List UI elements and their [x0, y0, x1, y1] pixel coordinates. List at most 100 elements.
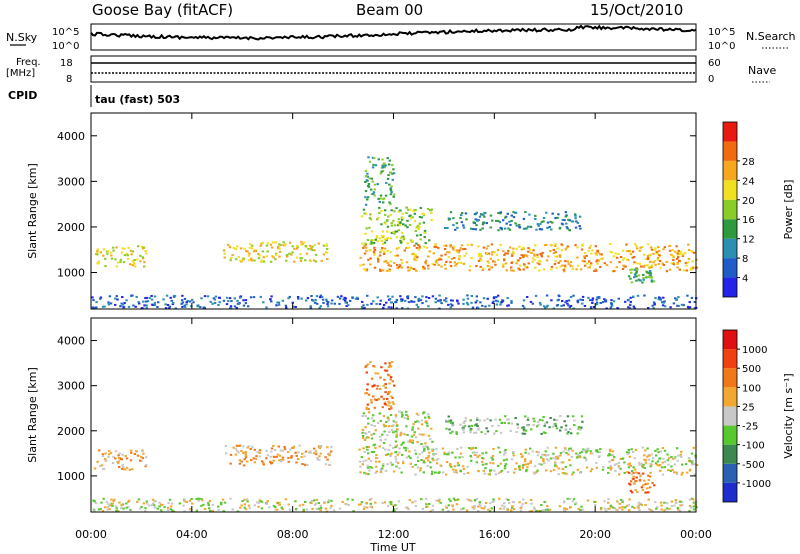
scatter-cell	[402, 223, 405, 226]
scatter-cell	[195, 509, 199, 512]
scatter-cell	[278, 501, 281, 504]
scatter-cell	[416, 420, 419, 423]
scatter-cell	[688, 469, 692, 472]
scatter-cell	[99, 251, 102, 254]
scatter-cell	[484, 305, 487, 308]
colorbar-frame	[722, 121, 738, 298]
scatter-cell	[531, 257, 535, 260]
scatter-cell	[445, 473, 448, 476]
scatter-cell	[112, 249, 115, 252]
scatter-cell	[342, 298, 345, 301]
scatter-cell	[558, 254, 561, 257]
scatter-cell	[538, 418, 542, 421]
scatter-cell	[240, 504, 243, 507]
scatter-cell	[410, 435, 414, 438]
scatter-cell	[246, 250, 249, 253]
scatter-cell	[383, 197, 386, 200]
scatter-cell	[209, 509, 212, 512]
scatter-cell	[485, 451, 488, 454]
scatter-cell	[395, 428, 399, 431]
scatter-cell	[407, 208, 410, 211]
scatter-cell	[506, 508, 509, 511]
scatter-cell	[249, 243, 252, 246]
scatter-cell	[636, 247, 639, 250]
scatter-cell	[407, 246, 411, 249]
scatter-cell	[647, 474, 650, 477]
scatter-cell	[312, 452, 316, 455]
scatter-cell	[364, 437, 368, 440]
scatter-cell	[637, 501, 640, 504]
scatter-cell	[618, 466, 621, 469]
scatter-cell	[386, 157, 389, 160]
scatter-cell	[266, 250, 269, 253]
scatter-cell	[222, 299, 226, 302]
scatter-cell	[426, 424, 429, 427]
scatter-cell	[371, 414, 375, 417]
scatter-cell	[399, 239, 402, 242]
scatter-cell	[575, 268, 578, 271]
scatter-cell	[325, 245, 328, 247]
scatter-cell	[609, 261, 612, 264]
scatter-cell	[121, 453, 124, 456]
scatter-cell	[448, 428, 451, 431]
scatter-cell	[296, 244, 299, 247]
scatter-cell	[96, 250, 99, 252]
scatter-cell	[518, 467, 521, 469]
scatter-cell	[596, 450, 599, 453]
scatter-cell	[477, 428, 480, 431]
scatter-cell	[566, 227, 569, 230]
scatter-cell	[629, 268, 632, 271]
scatter-cell	[373, 384, 376, 387]
scatter-cell	[295, 461, 298, 464]
scatter-cell	[556, 216, 559, 219]
scatter-cell	[643, 479, 646, 482]
scatter-cell	[400, 258, 403, 261]
scatter-cell	[490, 266, 493, 269]
scatter-cell	[643, 467, 646, 469]
scatter-cell	[537, 509, 540, 512]
scatter-cell	[648, 270, 652, 273]
scatter-cell	[291, 301, 294, 304]
scatter-cell	[326, 458, 329, 461]
scatter-cell	[678, 268, 681, 271]
scatter-cell	[688, 510, 691, 513]
scatter-cell	[229, 497, 232, 500]
scatter-cell	[366, 388, 369, 391]
scatter-cell	[632, 295, 635, 298]
scatter-cell	[497, 229, 500, 232]
scatter-cell	[520, 254, 523, 257]
scatter-cell	[411, 216, 415, 219]
scatter-cell	[311, 507, 314, 510]
scatter-cell	[576, 221, 580, 224]
scatter-cell	[635, 245, 638, 248]
scatter-cell	[319, 505, 322, 507]
scatter-cell	[127, 305, 131, 308]
scatter-cell	[253, 259, 256, 262]
scatter-cell	[392, 195, 395, 198]
scatter-cell	[425, 259, 428, 262]
colorbar-segment	[723, 219, 737, 239]
scatter-cell	[203, 306, 206, 309]
scatter-cell	[490, 243, 494, 246]
scatter-cell	[487, 508, 490, 511]
scatter-cell	[279, 449, 283, 452]
scatter-cell	[276, 508, 279, 511]
scatter-cell	[534, 218, 537, 220]
scatter-cell	[367, 196, 370, 199]
scatter-cell	[369, 218, 372, 221]
scatter-cell	[221, 498, 225, 501]
scatter-cell	[574, 226, 578, 229]
scatter-cell	[250, 257, 253, 260]
scatter-cell	[116, 298, 119, 301]
scatter-cell	[437, 472, 440, 474]
scatter-cell	[183, 510, 186, 513]
scatter-cell	[303, 464, 307, 467]
scatter-cell	[663, 246, 666, 249]
scatter-cell	[369, 505, 372, 508]
scatter-cell	[504, 227, 507, 230]
scatter-cell	[672, 255, 675, 257]
scatter-cell	[600, 258, 603, 260]
scatter-cell	[508, 501, 511, 504]
scatter-cell	[502, 263, 505, 266]
scatter-cell	[527, 452, 530, 455]
